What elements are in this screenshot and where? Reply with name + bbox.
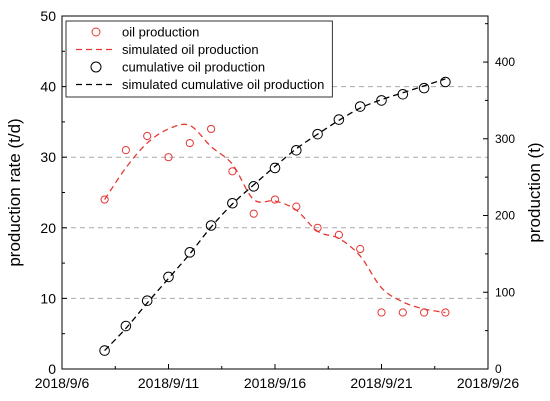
x-tick-label: 2018/9/16 [244,375,306,391]
y2-axis-label: production (t) [525,142,544,242]
data-point-2 [141,295,153,307]
y-axis-label: production rate (t/d) [5,118,24,266]
data-point-0 [377,308,386,317]
x-tick-label: 2018/9/21 [350,375,412,391]
axes-layer: 0 10 20 30 40 50 0 100 200 300 400 2018/9/6 2018/9/1… [35,8,520,391]
data-point-2 [99,345,110,356]
data-point-2 [440,76,451,88]
legend-label-2: cumulative oil production [122,60,265,75]
data-point-0 [185,138,194,148]
data-point-0 [398,308,407,317]
data-point-0 [441,308,450,317]
series-line-3 [104,78,446,352]
data-point-2 [354,101,366,112]
data-point-2 [205,220,217,231]
series-line-1 [104,123,446,314]
legend-label-0: oil production [122,25,199,40]
data-point-2 [418,82,430,94]
data-point-2 [269,162,281,174]
legend-label-3: simulated cumulative oil production [122,77,324,92]
y2-tick-label: 200 [495,209,515,223]
data-point-2 [312,128,323,140]
data-point-2 [120,320,132,332]
y2-tick-label: 100 [495,285,515,299]
grid-layer [62,86,488,299]
legend-swatch-0 [91,27,101,37]
data-point-0 [121,146,131,155]
x-tick-label: 2018/9/6 [35,375,90,391]
y2-tick-label: 300 [495,132,515,146]
data-point-0 [143,131,152,141]
y-tick-label: 0 [48,361,56,377]
data-point-0 [207,124,216,134]
data-point-0 [334,230,343,239]
series-layer [99,76,451,356]
legend: oil production simulated oil production cu… [65,20,333,98]
data-point-2 [248,181,259,192]
data-point-2 [333,114,345,125]
data-point-0 [270,195,280,204]
x-tick-label: 2018/9/11 [138,375,199,391]
data-point-0 [249,209,258,218]
legend-label-1: simulated oil production [122,42,259,57]
data-point-2 [291,144,302,156]
data-point-2 [163,271,174,283]
legend-box [65,20,333,98]
y-tick-label: 40 [40,79,56,95]
data-point-2 [397,88,409,100]
data-point-2 [376,95,387,106]
data-point-2 [184,247,196,258]
data-point-0 [164,153,173,162]
y-tick-label: 30 [40,149,56,165]
x-tick-label: 2018/9/26 [457,375,519,391]
legend-swatch-2 [90,61,102,73]
data-point-0 [228,167,237,176]
data-point-2 [227,197,238,209]
data-point-0 [356,244,365,254]
y-tick-label: 10 [40,290,56,306]
y-tick-label: 50 [40,8,56,24]
data-point-0 [100,195,109,204]
y2-tick-label: 0 [495,362,502,376]
y2-tick-label: 400 [495,55,515,69]
y-tick-label: 20 [40,220,56,236]
